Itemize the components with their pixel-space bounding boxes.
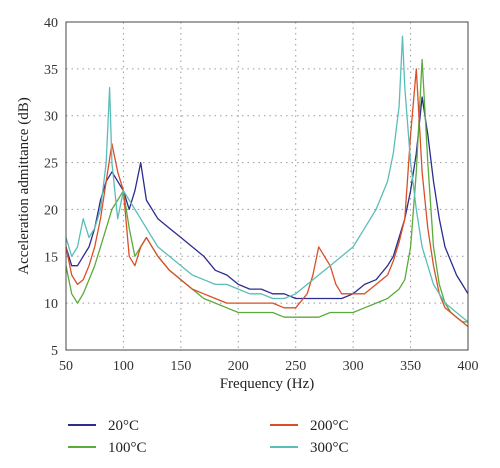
tick-labels: 50 100 150 200 250 300 350 400 5 10 15 20 25 30 35 40: [44, 16, 479, 374]
x-tick-label: 300: [343, 359, 364, 374]
x-tick-label: 400: [458, 359, 479, 374]
y-tick-label: 5: [51, 344, 58, 359]
legend: 20°C 100°C 200°C 300°C: [68, 418, 349, 456]
y-tick-label: 30: [44, 110, 58, 125]
series-line-2: [65, 58, 468, 323]
y-tick-label: 20: [44, 203, 58, 218]
y-tick-label: 10: [44, 297, 58, 312]
x-tick-label: 200: [228, 359, 249, 374]
legend-label-4: 300°C: [310, 440, 349, 456]
series-line-3: [65, 68, 469, 328]
series-line-4: [65, 35, 469, 323]
y-tick-label: 40: [44, 16, 58, 31]
legend-label-1: 20°C: [108, 418, 139, 434]
y-tick-label: 35: [44, 63, 58, 78]
x-tick-label: 150: [170, 359, 191, 374]
plot-frame: [65, 21, 469, 351]
x-tick-label: 250: [285, 359, 306, 374]
y-axis-label: Acceleration admittance (dB): [16, 97, 32, 274]
y-tick-label: 15: [44, 250, 58, 265]
legend-label-2: 100°C: [108, 440, 147, 456]
x-tick-label: 350: [400, 359, 421, 374]
x-axis-label: Frequency (Hz): [220, 376, 315, 392]
plot-series: [65, 35, 469, 328]
x-tick-label: 50: [59, 359, 73, 374]
grid: [66, 22, 468, 350]
legend-label-3: 200°C: [310, 418, 349, 434]
x-tick-label: 100: [113, 359, 134, 374]
y-tick-label: 25: [44, 157, 58, 172]
